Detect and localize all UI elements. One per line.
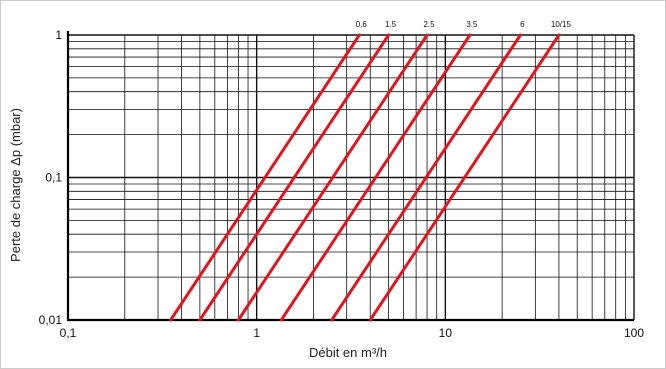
series-label: 2.5 <box>423 20 435 29</box>
y-tick-label: 0,01 <box>39 313 63 327</box>
series-line <box>330 33 522 322</box>
series-label: 3.5 <box>466 20 478 29</box>
series-line <box>279 33 472 322</box>
series-lines <box>169 33 561 322</box>
grid <box>67 34 635 321</box>
series-line <box>236 33 429 322</box>
series-line <box>368 33 561 322</box>
series-labels: 0.6 1.5 2.5 3.5 6 10/15 <box>356 20 572 29</box>
x-tick-label: 10 <box>439 326 453 340</box>
x-tick-label: 1 <box>253 326 260 340</box>
y-tick-label: 1 <box>55 28 62 42</box>
x-axis-title: Débit en m³/h <box>309 345 387 360</box>
axes <box>66 31 634 322</box>
y-tick-label: 0,1 <box>45 171 62 185</box>
x-tick-label: 100 <box>624 326 644 340</box>
series-line <box>169 33 361 322</box>
series-line <box>198 33 391 322</box>
series-label: 0.6 <box>356 20 368 29</box>
y-axis-title: Perte de charge Δp (mbar) <box>8 108 23 262</box>
series-label: 10/15 <box>551 20 572 29</box>
x-tick-label: 0,1 <box>60 326 77 340</box>
series-label: 6 <box>520 20 525 29</box>
series-label: 1.5 <box>385 20 397 29</box>
